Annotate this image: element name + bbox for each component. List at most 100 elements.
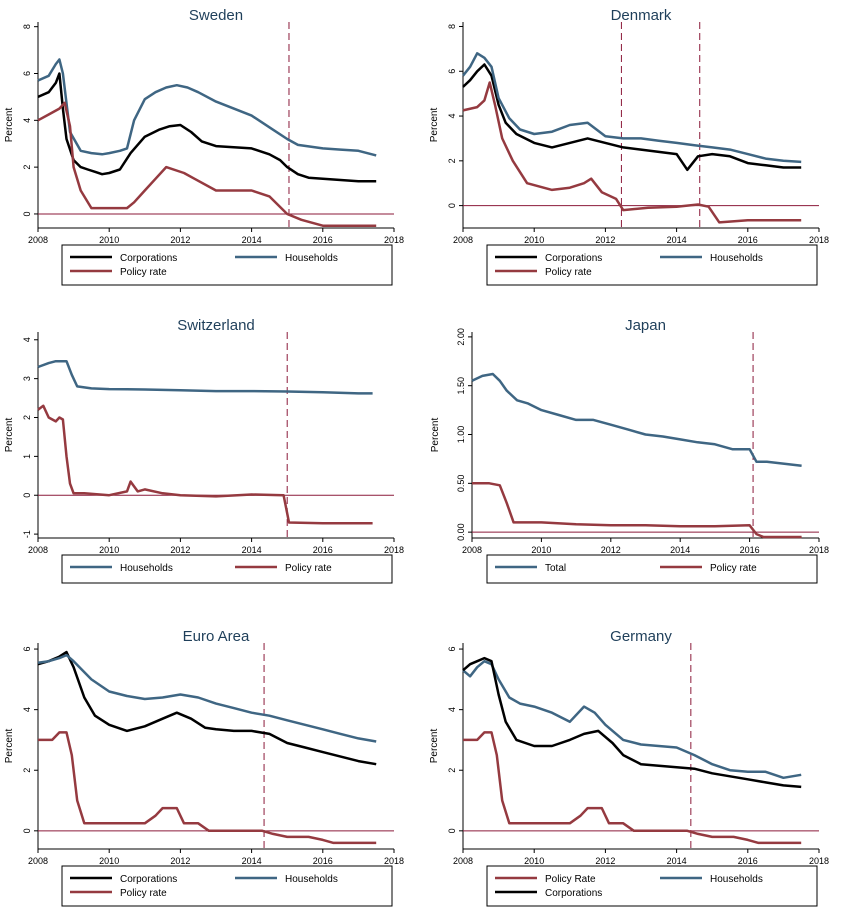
- legend-label: Corporations: [545, 888, 602, 899]
- x-tick-label: 2018: [384, 545, 404, 555]
- chart-title: Germany: [610, 628, 672, 645]
- x-tick-label: 2016: [313, 856, 333, 866]
- x-tick-label: 2010: [99, 856, 119, 866]
- series-line-policy-rate: [462, 81, 802, 224]
- x-tick-label: 2014: [670, 545, 690, 555]
- y-axis-label: Percent: [4, 729, 15, 764]
- y-tick-label: 8: [22, 24, 32, 29]
- legend-label: Corporations: [120, 874, 177, 885]
- y-axis-label: Percent: [4, 108, 15, 143]
- x-tick-label: 2008: [28, 856, 48, 866]
- chart-panel: Denmark 0 2 4 6 8 2008 2010 2012 2014 2016 2018 Perc…: [429, 7, 829, 286]
- legend-label: Policy rate: [120, 267, 167, 278]
- chart-panel: Germany 0 2 4 6 2008 2010 2012 2014 2016 2018 Perce…: [429, 628, 829, 907]
- x-tick-label: 2018: [384, 856, 404, 866]
- legend-label: Policy rate: [710, 563, 757, 574]
- x-tick-label: 2008: [28, 545, 48, 555]
- series-line-corporations: [462, 656, 802, 789]
- series-line-households: [37, 653, 377, 743]
- x-tick-label: 2008: [453, 235, 473, 245]
- legend-label: Policy Rate: [545, 874, 596, 885]
- series-line-policy-rate: [37, 101, 377, 227]
- legend-label: Households: [285, 253, 338, 264]
- y-tick-label: 6: [22, 647, 32, 652]
- legend-label: Households: [710, 874, 763, 885]
- y-tick-label: 0.00: [456, 523, 466, 541]
- y-tick-label: 4: [447, 707, 457, 712]
- x-tick-label: 2016: [738, 856, 758, 866]
- chart-title: Sweden: [189, 7, 243, 24]
- y-tick-label: 1.50: [456, 377, 466, 395]
- series-line-policy-rate: [38, 731, 377, 845]
- series-line-policy-rate: [472, 482, 802, 539]
- legend-label: Households: [285, 874, 338, 885]
- x-tick-label: 2010: [524, 856, 544, 866]
- x-tick-label: 2008: [462, 545, 482, 555]
- series-line-policy-rate: [37, 404, 373, 525]
- chart-panel: Euro Area 0 2 4 6 2008 2010 2012 2014 2016 2018 Per…: [4, 628, 404, 907]
- x-tick-label: 2016: [313, 235, 333, 245]
- x-tick-label: 2012: [595, 235, 615, 245]
- y-axis-label: Percent: [4, 418, 15, 453]
- legend-box: [486, 865, 818, 907]
- x-tick-label: 2012: [595, 856, 615, 866]
- legend-label: Policy rate: [285, 563, 332, 574]
- y-tick-label: 6: [22, 71, 32, 76]
- x-tick-label: 2010: [99, 235, 119, 245]
- legend-label: Policy rate: [545, 267, 592, 278]
- chart-title: Japan: [625, 317, 666, 334]
- legend-label: Households: [120, 563, 173, 574]
- y-tick-label: 4: [447, 114, 457, 119]
- x-tick-label: 2016: [313, 545, 333, 555]
- y-tick-label: 2: [447, 768, 457, 773]
- y-tick-label: 0: [447, 828, 457, 833]
- legend-box: [61, 244, 393, 286]
- x-tick-label: 2014: [242, 545, 262, 555]
- y-tick-label: 0: [447, 203, 457, 208]
- series-line-corporations: [37, 72, 377, 183]
- series-line-corporations: [462, 63, 802, 172]
- y-tick-label: 6: [447, 647, 457, 652]
- y-tick-label: 6: [447, 69, 457, 74]
- y-tick-label: 4: [22, 337, 32, 342]
- y-tick-label: 2: [22, 165, 32, 170]
- x-tick-label: 2016: [738, 235, 758, 245]
- y-axis-label: Percent: [430, 418, 441, 453]
- y-tick-label: 0: [22, 828, 32, 833]
- x-tick-label: 2018: [809, 856, 829, 866]
- x-tick-label: 2012: [601, 545, 621, 555]
- y-tick-label: 8: [447, 24, 457, 29]
- chart-panel: Japan 0.00 0.50 1.00 1.50 2.00 2008 2010 2012 201…: [430, 317, 829, 584]
- series-line-households: [462, 52, 802, 164]
- x-tick-label: 2018: [809, 235, 829, 245]
- y-tick-label: 4: [22, 118, 32, 123]
- y-tick-label: 0.50: [456, 475, 466, 493]
- y-tick-label: 2: [447, 158, 457, 163]
- x-tick-label: 2008: [28, 235, 48, 245]
- legend-box: [61, 865, 393, 907]
- y-tick-label: 1: [22, 454, 32, 459]
- y-tick-label: 3: [22, 376, 32, 381]
- chart-panel: Switzerland -1 0 1 2 3 4 2008 2010 2012 2014 2016 20…: [4, 317, 404, 584]
- series-line-households: [37, 359, 373, 395]
- series-line-total: [471, 372, 802, 468]
- x-tick-label: 2014: [242, 235, 262, 245]
- chart-title: Denmark: [611, 7, 672, 24]
- y-tick-label: 2.00: [456, 328, 466, 346]
- x-tick-label: 2010: [99, 545, 119, 555]
- legend-label: Households: [710, 253, 763, 264]
- x-tick-label: 2012: [170, 545, 190, 555]
- y-tick-label: -1: [22, 530, 32, 538]
- x-tick-label: 2012: [170, 235, 190, 245]
- chart-panel: Sweden 0 2 4 6 8 2008 2010 2012 2014 2016 2018 Perce…: [4, 7, 404, 286]
- x-tick-label: 2010: [524, 235, 544, 245]
- chart-title: Switzerland: [177, 317, 255, 334]
- series-line-corporations: [37, 650, 377, 766]
- x-tick-label: 2018: [809, 545, 829, 555]
- y-axis-label: Percent: [429, 729, 440, 764]
- x-tick-label: 2014: [667, 856, 687, 866]
- y-tick-label: 2: [22, 415, 32, 420]
- chart-title: Euro Area: [183, 628, 250, 645]
- y-tick-label: 2: [22, 768, 32, 773]
